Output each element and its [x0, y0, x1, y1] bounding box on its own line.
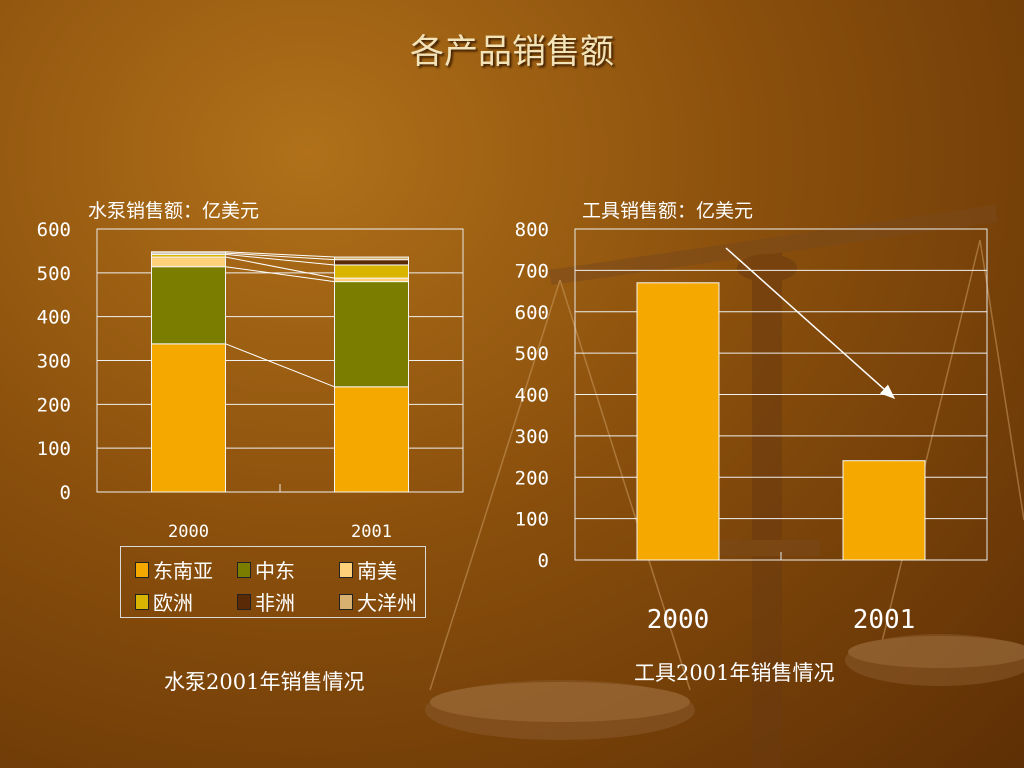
pump-unit-label: 水泵销售额：亿美元 — [88, 200, 260, 222]
legend-item-africa: 非洲 — [237, 587, 295, 616]
legend-swatch — [135, 561, 149, 578]
bar-segment — [151, 251, 226, 254]
legend-swatch — [237, 593, 251, 610]
y-tick-label: 400 — [515, 385, 549, 407]
pump-chart-caption: 水泵2001年销售情况 — [164, 670, 365, 694]
y-tick-label: 600 — [515, 302, 549, 324]
legend-swatch — [237, 561, 251, 578]
legend-swatch — [339, 561, 353, 578]
balance-scale-illustration — [425, 205, 1024, 768]
bar — [842, 460, 926, 561]
y-tick-label: 300 — [37, 351, 71, 373]
y-tick-label: 0 — [60, 482, 71, 504]
bar-segment — [151, 266, 226, 345]
tools-sales-chart: 0 100 200 300 400 500 600 700 800 2000 2001 — [515, 219, 988, 635]
legend-label: 欧洲 — [153, 591, 193, 615]
y-tick-label: 100 — [37, 438, 71, 460]
y-tick-label: 300 — [515, 426, 549, 448]
x-tick-label: 2000 — [647, 605, 710, 635]
y-tick-label: 200 — [37, 394, 71, 416]
y-tick-label: 800 — [515, 219, 549, 241]
y-tick-label: 500 — [37, 263, 71, 285]
y-tick-label: 700 — [515, 260, 549, 282]
bar-segment — [151, 256, 226, 268]
series-connector-line — [225, 253, 335, 266]
decline-arrow — [725, 247, 896, 399]
series-connector-line — [225, 343, 335, 388]
legend-label: 东南亚 — [153, 559, 213, 583]
y-tick-label: 200 — [515, 467, 549, 489]
bar-segment — [334, 264, 409, 279]
tools-unit-label: 工具销售额：亿美元 — [582, 200, 754, 222]
slide-title: 各产品销售额 — [410, 32, 614, 72]
legend-label: 南美 — [357, 559, 397, 583]
bar — [636, 282, 720, 561]
y-tick-label: 500 — [515, 343, 549, 365]
legend-swatch — [339, 593, 353, 610]
legend-item-middle-east: 中东 — [237, 555, 295, 584]
tools-chart-caption: 工具2001年销售情况 — [634, 661, 835, 685]
legend-item-europe: 欧洲 — [135, 587, 193, 616]
y-tick-label: 400 — [37, 307, 71, 329]
legend-item-oceania: 大洋州 — [339, 587, 417, 616]
bar-segment — [334, 256, 409, 261]
legend-swatch — [135, 593, 149, 610]
legend-label: 大洋州 — [357, 591, 417, 615]
legend-item-southeast-asia: 东南亚 — [135, 555, 213, 584]
y-tick-label: 100 — [515, 509, 549, 531]
y-tick-label: 600 — [37, 219, 71, 241]
series-connector-line — [225, 252, 335, 261]
pump-chart-legend: 东南亚 中东 南美 欧洲 非洲 大洋州 — [120, 546, 426, 618]
y-tick-label: 0 — [538, 550, 549, 572]
bar-segment — [151, 343, 226, 493]
legend-label: 非洲 — [255, 591, 295, 615]
series-connector-line — [225, 266, 335, 283]
bar-segment — [334, 386, 409, 493]
x-tick-label: 2001 — [853, 605, 916, 635]
pump-sales-chart: 0 100 200 300 400 500 600 2000 2001 — [37, 219, 464, 542]
x-tick-label: 2001 — [351, 522, 392, 542]
bar-segment — [334, 277, 409, 283]
legend-item-south-america: 南美 — [339, 555, 397, 584]
series-connector-line — [225, 256, 335, 279]
bar-segment — [334, 259, 409, 266]
legend-label: 中东 — [255, 559, 295, 583]
series-connector-line — [225, 251, 335, 258]
bar-segment — [334, 281, 409, 388]
x-tick-label: 2000 — [168, 522, 209, 542]
